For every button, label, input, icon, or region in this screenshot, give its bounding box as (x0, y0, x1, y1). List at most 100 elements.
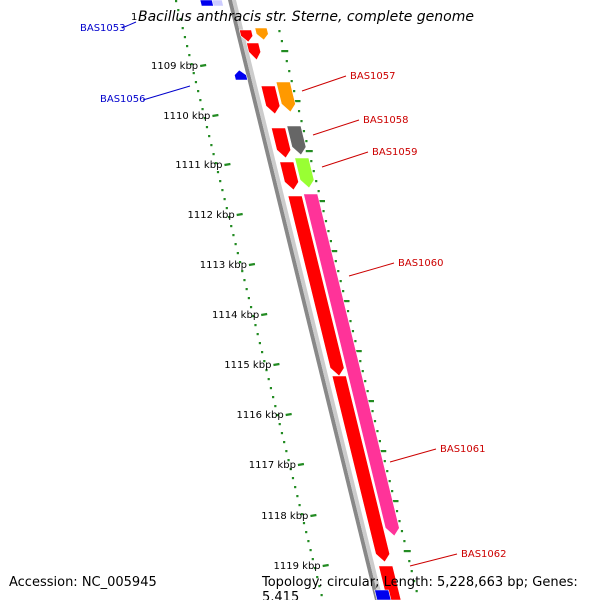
inner-ring-dot (177, 9, 180, 12)
inner-ring-dot (318, 585, 321, 588)
cds-top-orange (254, 27, 269, 41)
inner-ring-dot (219, 180, 222, 183)
tick-mark (260, 312, 268, 317)
cds-bas1059-red (279, 161, 299, 191)
inner-ring-dot (221, 189, 224, 192)
inner-ring-dot (283, 441, 286, 444)
tick-label: 1113 kbp (200, 260, 247, 271)
inner-ring-dot (278, 423, 281, 426)
inner-ring-dot (291, 477, 295, 480)
inner-ring-dot (232, 234, 235, 237)
outer-ring-dot (329, 240, 332, 243)
cds-bas1060-red (287, 195, 345, 377)
inner-ring-dot (289, 468, 292, 471)
inner-ring-dot (234, 243, 237, 246)
outer-ring-dot (354, 350, 362, 353)
outer-ring-dot (413, 580, 416, 583)
cds-bas1058-red (270, 127, 292, 159)
inner-ring-dot (205, 126, 209, 129)
inner-ring-dot (320, 594, 323, 597)
tick-label: 1117 kbp (249, 460, 296, 471)
outer-ring-dot (359, 360, 362, 363)
tick-label: 1111 kbp (175, 160, 222, 171)
outer-ring-dot (386, 470, 389, 473)
outer-ring-dot (300, 120, 303, 123)
gene-label-bas1053: BAS1053 (80, 23, 126, 34)
outer-ring-dot (312, 170, 315, 173)
inner-ring-dot (179, 18, 182, 21)
inner-ring-dot (300, 513, 303, 516)
inner-ring-dot (190, 63, 193, 66)
inner-ring-dot (194, 81, 198, 84)
map-title: Bacillus anthracis str. Sterne, complete… (138, 9, 474, 25)
gene-leader-line (321, 151, 369, 168)
cds-bas1056 (234, 69, 248, 81)
cds-bas1060 (303, 193, 400, 537)
inner-ring-dot (175, 0, 178, 3)
cds-bas1053-shade (211, 0, 224, 7)
inner-ring-dot (247, 297, 250, 300)
tick-label: 1116 kbp (237, 410, 284, 421)
outer-ring-dot (318, 200, 325, 203)
outer-ring-dot (334, 260, 337, 263)
inner-ring-dot (311, 558, 314, 561)
gene-leader-line (348, 262, 395, 277)
outer-ring-dot (339, 280, 342, 283)
outer-ring-dot (354, 340, 357, 343)
inner-ring-dot (294, 486, 297, 489)
gene-leader-line (389, 448, 437, 463)
tick-label: 1119 kbp (274, 561, 321, 572)
tick-label: 1109 kbp (151, 61, 198, 72)
outer-ring-dot (398, 520, 401, 523)
inner-ring-dot (254, 324, 257, 327)
outer-ring-dot (364, 380, 367, 383)
gene-label-bas1061: BAS1061 (440, 444, 486, 455)
outer-ring-dot (376, 430, 379, 433)
outer-ring-dot (288, 70, 291, 73)
inner-ring-dot (258, 342, 261, 345)
cds-top-red (238, 29, 254, 43)
outer-ring-dot (391, 490, 394, 493)
outer-ring-dot (330, 250, 338, 253)
inner-ring-dot (199, 99, 202, 102)
cds-bas1059 (294, 157, 315, 189)
inner-ring-dot (285, 450, 288, 453)
outer-ring-dot (293, 90, 296, 93)
inner-ring-dot (272, 396, 275, 399)
gene-leader-line (142, 85, 191, 101)
inner-ring-dot (309, 549, 312, 552)
gene-leader-line (409, 553, 458, 567)
tick-mark (224, 162, 231, 167)
inner-ring-dot (210, 144, 213, 147)
inner-ring-dot (260, 351, 264, 354)
outer-ring-dot (361, 370, 364, 373)
outer-ring-dot (317, 190, 320, 193)
outer-ring-dot (293, 100, 301, 103)
inner-ring-dot (243, 279, 246, 282)
tick-mark (322, 563, 329, 568)
inner-ring-dot (197, 90, 200, 93)
tick-labels: 1109 kbp 1110 kbp 1111 kbp 1112 kbp 1113 kbp… (131, 12, 329, 572)
inner-tick-ring (175, 0, 323, 597)
outer-ring-dot (367, 400, 374, 403)
outer-ring-dot (327, 230, 330, 233)
cds-bas1055 (246, 42, 262, 61)
inner-ring-dot (256, 333, 259, 336)
outer-ring-dot (297, 110, 301, 113)
tick-mark (273, 362, 280, 367)
outer-ring-dot (305, 140, 308, 143)
inner-ring-dot (236, 252, 239, 255)
outer-ring-dot (373, 420, 377, 423)
outer-ring-dot (366, 390, 369, 393)
outer-ring-dot (322, 210, 325, 213)
feature-track (199, 0, 402, 600)
inner-ring-dot (186, 45, 189, 48)
cds-bottom-blue (374, 589, 392, 600)
inner-ring-dot (296, 495, 299, 498)
gene-leader-line (312, 119, 360, 136)
gene-label-bas1056: BAS1056 (100, 94, 146, 105)
inner-ring-dot (274, 405, 277, 408)
outer-ring-dot (285, 60, 288, 63)
outer-ring-dot (302, 130, 306, 133)
